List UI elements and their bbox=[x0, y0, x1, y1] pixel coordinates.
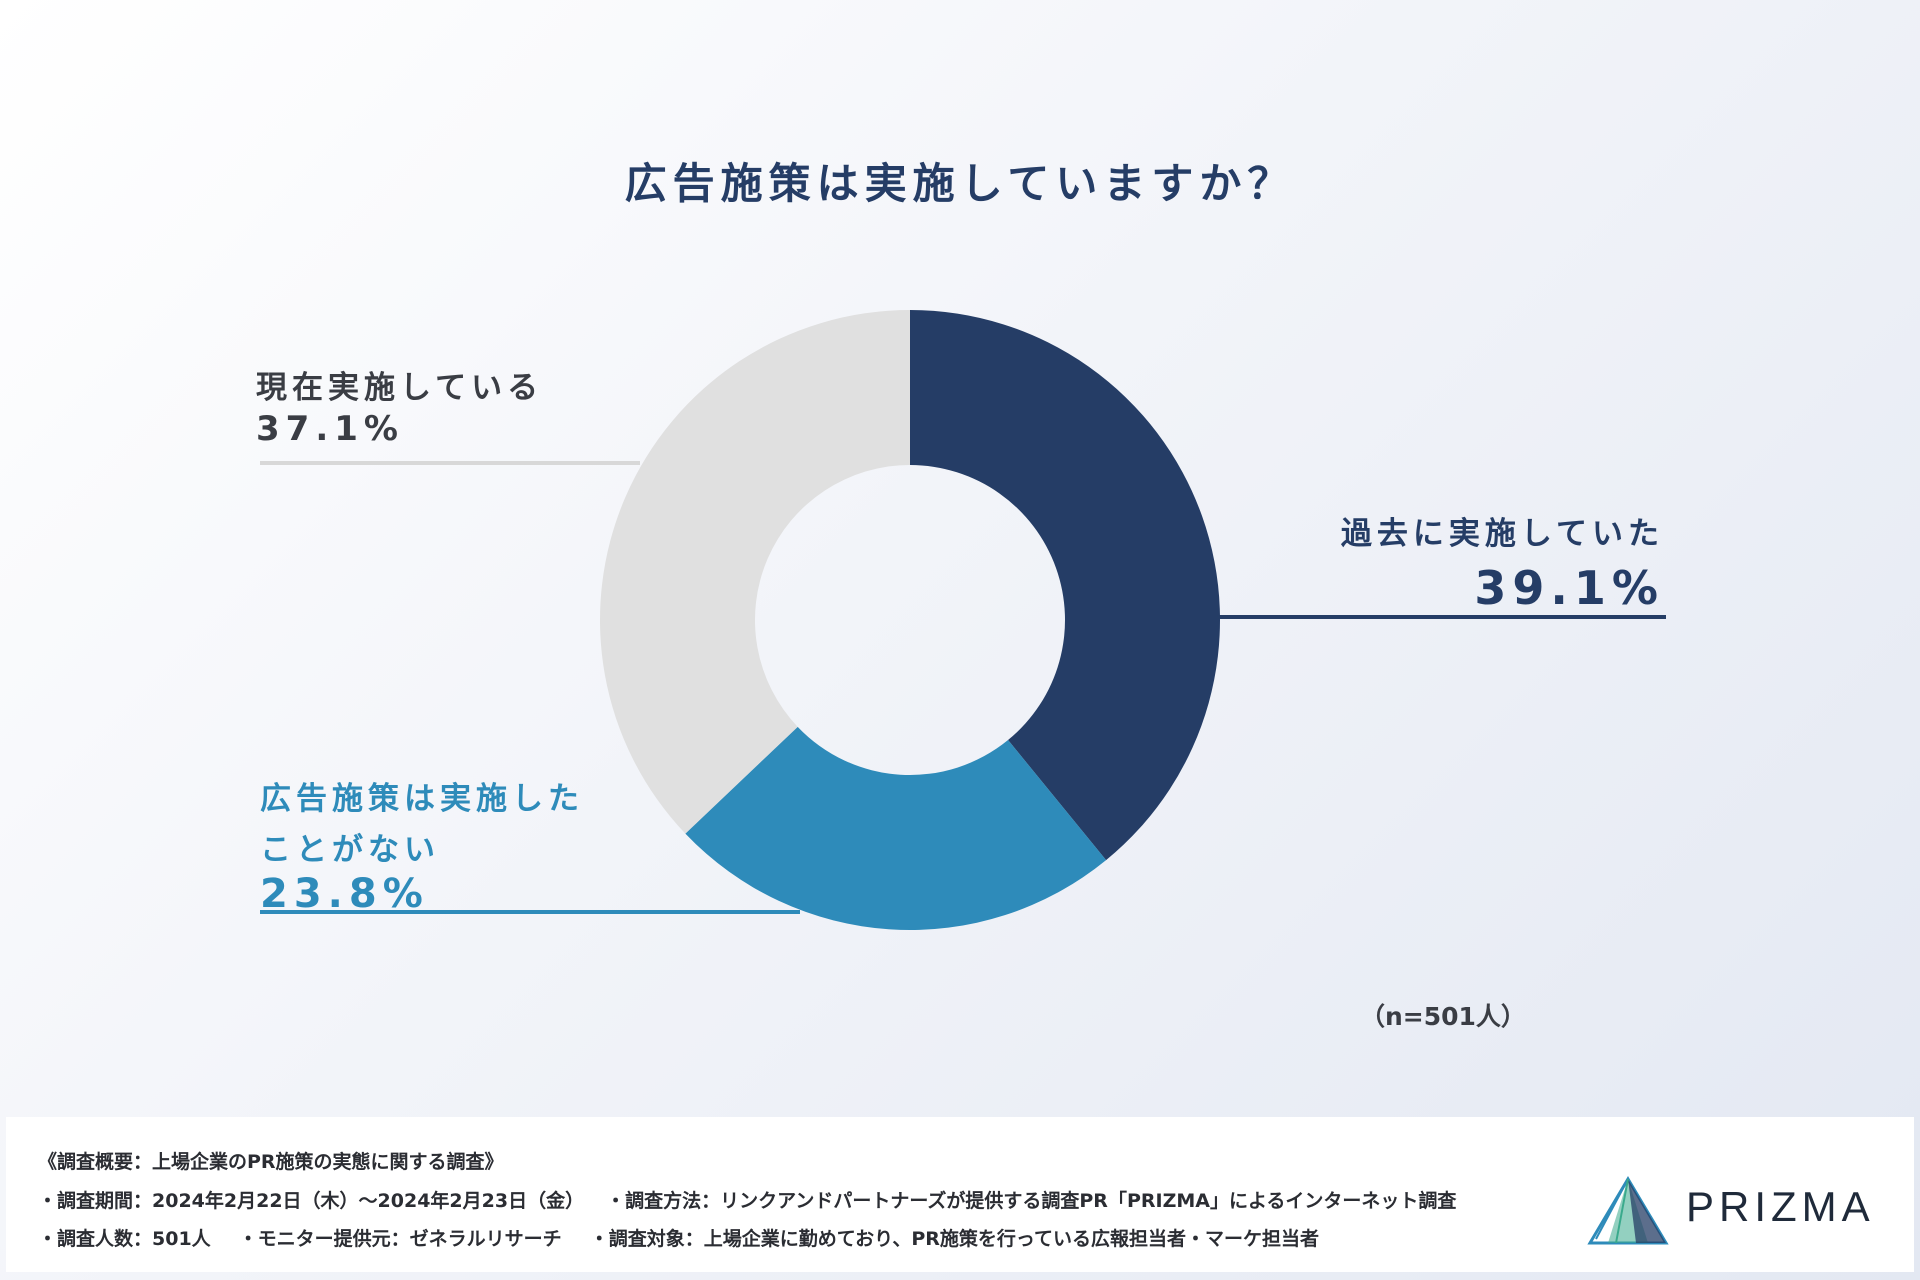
survey-provider: ・モニター提供元：ゼネラルリサーチ bbox=[238, 1228, 562, 1250]
slice-name-never-line2: ことがない bbox=[260, 832, 440, 868]
survey-heading: 《調査概要：上場企業のPR施策の実態に関する調査》 bbox=[38, 1151, 504, 1173]
slice-name-past: 過去に実施していた bbox=[1340, 516, 1664, 552]
survey-line-1: ・調査期間：2024年2月22日（木）～2024年2月23日（金） ・調査方法：リ… bbox=[38, 1186, 1456, 1213]
donut-chart bbox=[260, 310, 1666, 931]
slice-current bbox=[600, 310, 910, 834]
survey-period: ・調査期間：2024年2月22日（木）～2024年2月23日（金） bbox=[38, 1190, 585, 1212]
donut-slices bbox=[600, 310, 1220, 931]
slice-name-current: 現在実施している bbox=[256, 370, 544, 406]
brand-name: PRIZMA bbox=[1686, 1183, 1875, 1230]
survey-line-2: ・調査人数：501人 ・モニター提供元：ゼネラルリサーチ ・調査対象：上場企業に勤め… bbox=[38, 1224, 1319, 1251]
survey-target: ・調査対象：上場企業に勤めており、PR施策を行っている広報担当者・マーケ担当者 bbox=[589, 1228, 1319, 1250]
slice-value-never: 23.8% bbox=[260, 871, 429, 917]
survey-footer: 《調査概要：上場企業のPR施策の実態に関する調査》 ・調査期間：2024年2月2… bbox=[6, 1117, 1914, 1272]
slice-never bbox=[685, 726, 1107, 931]
chart-title: 広告施策は実施していますか？ bbox=[624, 159, 1296, 208]
survey-count: ・調査人数：501人 bbox=[38, 1228, 211, 1250]
survey-method: ・調査方法：リンクアンドパートナーズが提供する調査PR「PRIZMA」によるイン… bbox=[606, 1190, 1457, 1212]
leader-lines bbox=[260, 461, 1666, 914]
prism-triangle-icon bbox=[1587, 1176, 1669, 1245]
slice-label-never: 広告施策は実施した ことがない 23.8% bbox=[260, 773, 584, 917]
slice-value-past: 39.1% bbox=[1474, 561, 1664, 615]
sample-size-note: （n=501人） bbox=[1360, 1002, 1526, 1031]
slice-value-current: 37.1% bbox=[256, 409, 404, 449]
prizma-logo: PRIZMA bbox=[1586, 1171, 1886, 1251]
slice-past bbox=[910, 310, 1220, 861]
slice-label-current: 現在実施している 37.1% bbox=[256, 362, 543, 449]
slice-name-never-line1: 広告施策は実施した bbox=[260, 781, 584, 817]
slice-label-past: 過去に実施していた 39.1% bbox=[1341, 508, 1664, 615]
